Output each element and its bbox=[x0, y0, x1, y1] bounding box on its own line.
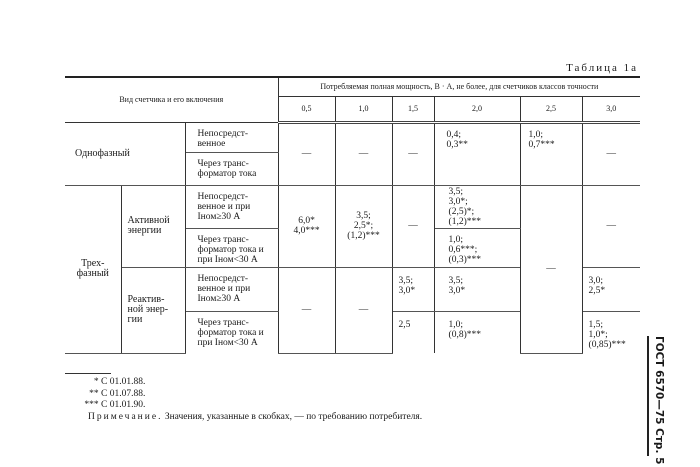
header-class-1-5: 1,5 bbox=[391, 95, 435, 124]
footnote: * С 01.01.88. bbox=[65, 377, 155, 387]
note-label: Примечание. bbox=[88, 412, 163, 422]
header-power-group: Потребляемая полная мощность, В · А, не … bbox=[277, 76, 641, 97]
header-class-2-5: 2,5 bbox=[519, 95, 583, 124]
reactive-energy-label: Реактив- ной энер- гии bbox=[121, 266, 186, 354]
connection-ct: Через транс- форматор тока и при Iном<30… bbox=[185, 227, 279, 268]
footnote-text: С 01.01.88. bbox=[101, 377, 146, 387]
cell-value: 3,0; 2,5* bbox=[581, 266, 641, 312]
table-row: Через транс- форматор тока bbox=[65, 151, 640, 186]
cell-value: — bbox=[277, 121, 336, 186]
cell-value: 3,5; 2,5*; (1,2)*** bbox=[334, 184, 393, 268]
header-class-0-5: 0,5 bbox=[278, 95, 336, 124]
cell-value: — bbox=[334, 266, 393, 354]
cell-value: 3,5; 3,0* bbox=[433, 266, 521, 312]
footnote-text: С 01.07.88. bbox=[101, 389, 146, 399]
cell-value: — bbox=[391, 184, 435, 268]
table-row: Трех- фазный Активной энергии Непосредст… bbox=[65, 184, 641, 354]
table-row: Через транс- форматор тока и при Iном<30… bbox=[65, 310, 641, 353]
footnote-mark: ** bbox=[89, 389, 99, 399]
cell-value: — bbox=[391, 121, 435, 186]
cell-value: — bbox=[277, 266, 336, 354]
connection-direct: Непосредст- венное bbox=[184, 121, 279, 153]
connection-ct: Через транс- форматор тока bbox=[185, 151, 279, 186]
cell-value: — bbox=[519, 184, 583, 354]
connection-direct: Непосредст- венное и при Iном≥30 А bbox=[184, 184, 279, 229]
cell-value: 1,0; (0,8)*** bbox=[433, 310, 521, 353]
cell-value: — bbox=[581, 121, 641, 186]
footnote-text: С 01.01.90. bbox=[101, 400, 146, 410]
footnote-divider bbox=[65, 373, 111, 374]
table-row: Однофазный Непосредст- венное — — — 0,4;… bbox=[65, 121, 641, 186]
footnote: *** С 01.01.90. bbox=[65, 400, 155, 410]
three-phase-label: Трех- фазный bbox=[65, 184, 122, 354]
table-note: Примечание. Значения, указанные в скобка… bbox=[88, 412, 422, 422]
footnote-mark: * bbox=[93, 377, 99, 387]
active-energy-label: Активной энергии bbox=[120, 184, 186, 268]
connection-ct: Через транс- форматор тока и при Iном<30… bbox=[185, 310, 279, 353]
cell-value: 3,5; 3,0* bbox=[391, 266, 435, 312]
cell-value: 1,0; 0,7*** bbox=[519, 121, 583, 186]
note-text: Значения, указанные в скобках, — по треб… bbox=[162, 412, 423, 422]
cell-value: — bbox=[334, 121, 393, 186]
header-meter-type: Вид счетчика и его включения bbox=[65, 76, 279, 123]
table-caption: Таблица 1а bbox=[566, 62, 638, 74]
footnote: ** С 01.07.88. bbox=[65, 389, 155, 399]
footnote-mark: *** bbox=[84, 400, 99, 410]
cell-value: — bbox=[581, 184, 641, 268]
header-class-2-0: 2,0 bbox=[433, 95, 521, 124]
single-phase-label: Однофазный bbox=[65, 121, 186, 186]
cell-value: 2,5 bbox=[391, 310, 435, 353]
header-class-1-0: 1,0 bbox=[334, 95, 393, 124]
cell-value: 1,0; 0,6***; (0,3)*** bbox=[433, 227, 521, 268]
cell-value: 6,0* 4,0*** bbox=[277, 184, 336, 268]
connection-direct: Непосредст- венное и при Iном≥30 А bbox=[184, 266, 279, 312]
power-consumption-table: Вид счетчика и его включения Потребляема… bbox=[65, 76, 641, 354]
header-class-3-0: 3,0 bbox=[581, 95, 641, 124]
page-side-header: ГОСТ 6570—75 Стр. 5 bbox=[647, 336, 667, 464]
cell-value: 0,4; 0,3** bbox=[433, 121, 521, 186]
cell-value: 3,5; 3,0*; (2,5)*; (1,2)*** bbox=[433, 184, 521, 229]
table-row: Через транс- форматор тока и при Iном<30… bbox=[65, 227, 640, 268]
cell-value: 1,5; 1,0*; (0,85)*** bbox=[581, 310, 641, 353]
